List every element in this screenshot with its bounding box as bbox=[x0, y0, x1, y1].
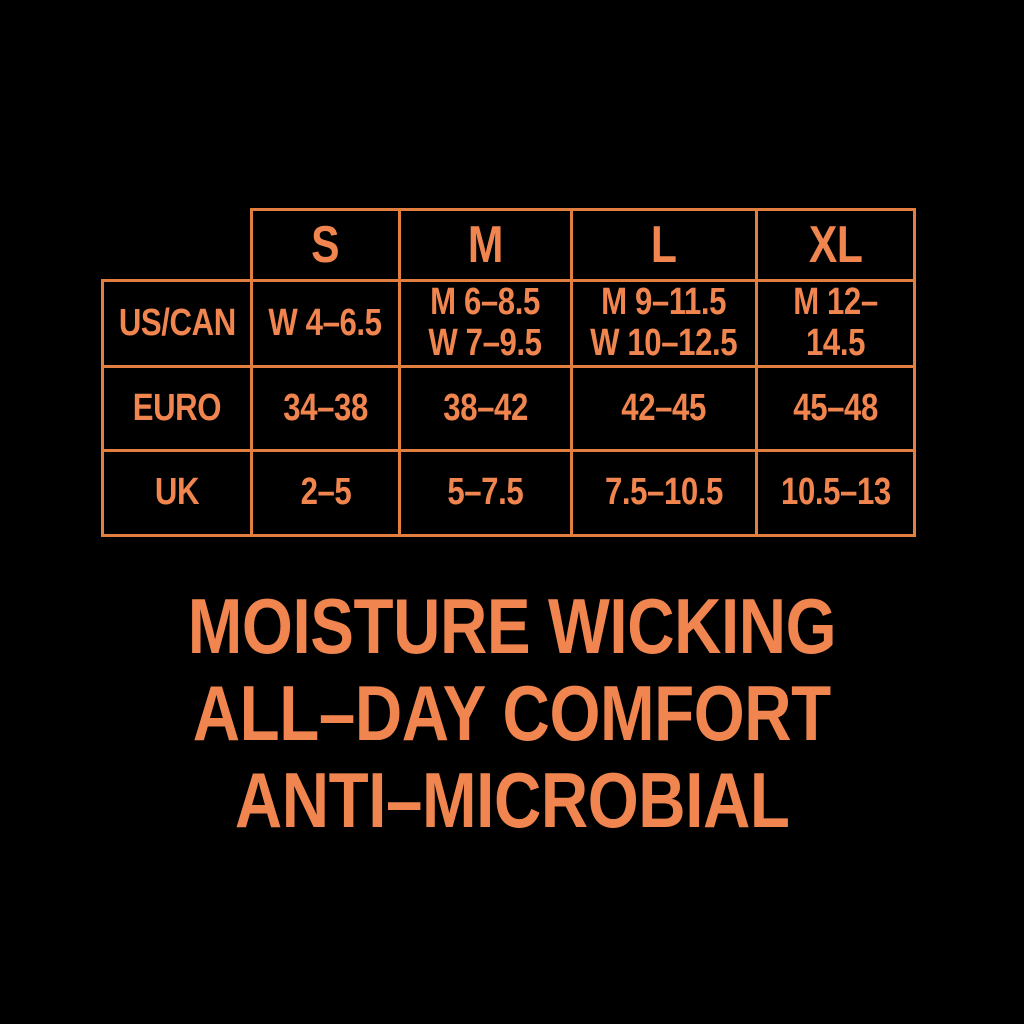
row-label-euro-text: EURO bbox=[132, 386, 222, 429]
size-cell-text: M 12–14.5 bbox=[793, 281, 878, 365]
size-cell: M 12–14.5 bbox=[755, 279, 916, 368]
col-header-m: M bbox=[398, 208, 573, 282]
size-cell-text: 10.5–13 bbox=[780, 471, 891, 514]
row-label-euro: EURO bbox=[101, 364, 253, 452]
size-cell: 7.5–10.5 bbox=[570, 448, 758, 537]
size-cell-text: 38–42 bbox=[443, 386, 528, 429]
feature-line-text: MOISTURE WICKING bbox=[187, 582, 837, 670]
feature-line-moisture-wicking: MOISTURE WICKING bbox=[0, 583, 1024, 670]
size-cell: 10.5–13 bbox=[755, 448, 916, 537]
feature-text-block: MOISTURE WICKING ALL–DAY COMFORT ANTI–MI… bbox=[0, 583, 1024, 844]
feature-line-text: ALL–DAY COMFORT bbox=[192, 669, 832, 757]
row-label-uk-text: UK bbox=[154, 471, 200, 514]
col-header-m-label: M bbox=[467, 216, 504, 274]
row-label-uscan: US/CAN bbox=[101, 279, 253, 368]
row-label-uscan-text: US/CAN bbox=[118, 301, 236, 344]
row-label-uk: UK bbox=[101, 448, 253, 537]
col-header-xl: XL bbox=[755, 208, 916, 282]
size-cell: M 9–11.5 W 10–12.5 bbox=[570, 279, 758, 368]
size-cell-text: 5–7.5 bbox=[447, 471, 524, 514]
col-header-s: S bbox=[250, 208, 401, 282]
table-row-uk: UK 2–5 5–7.5 7.5–10.5 10.5–13 bbox=[101, 448, 916, 537]
size-cell: 5–7.5 bbox=[398, 448, 573, 537]
size-cell-text: 42–45 bbox=[621, 386, 707, 429]
size-cell: 2–5 bbox=[250, 448, 401, 537]
size-cell-text: M 6–8.5 W 7–9.5 bbox=[428, 281, 543, 365]
size-cell: W 4–6.5 bbox=[250, 279, 401, 368]
corner-empty-cell bbox=[103, 210, 252, 281]
feature-line-all-day-comfort: ALL–DAY COMFORT bbox=[0, 670, 1024, 757]
size-cell-text: M 9–11.5 W 10–12.5 bbox=[590, 281, 738, 365]
table-row-uscan: US/CAN W 4–6.5 M 6–8.5 W 7–9.5 M 9–11.5 … bbox=[101, 279, 916, 368]
col-header-s-label: S bbox=[311, 216, 340, 274]
col-header-xl-label: XL bbox=[808, 216, 863, 274]
size-cell: M 6–8.5 W 7–9.5 bbox=[398, 279, 573, 368]
col-header-l: L bbox=[570, 208, 758, 282]
size-cell-text: W 4–6.5 bbox=[268, 301, 383, 344]
table-row-euro: EURO 34–38 38–42 42–45 45–48 bbox=[101, 364, 916, 452]
feature-line-text: ANTI–MICROBIAL bbox=[234, 756, 790, 844]
size-cell-text: 7.5–10.5 bbox=[604, 471, 724, 514]
size-header-row: S M L XL bbox=[103, 208, 916, 282]
size-cell-text: 2–5 bbox=[300, 471, 351, 514]
size-cell-text: 45–48 bbox=[793, 386, 878, 429]
size-cell: 34–38 bbox=[250, 364, 401, 452]
size-cell-text: 34–38 bbox=[283, 386, 368, 429]
size-cell: 42–45 bbox=[570, 364, 758, 452]
size-cell: 38–42 bbox=[398, 364, 573, 452]
col-header-l-label: L bbox=[651, 216, 677, 274]
size-chart-table: S M L XL US/CAN W 4–6.5 M 6–8.5 W 7–9.5 … bbox=[101, 208, 916, 537]
size-cell: 45–48 bbox=[755, 364, 916, 452]
feature-line-anti-microbial: ANTI–MICROBIAL bbox=[0, 757, 1024, 844]
